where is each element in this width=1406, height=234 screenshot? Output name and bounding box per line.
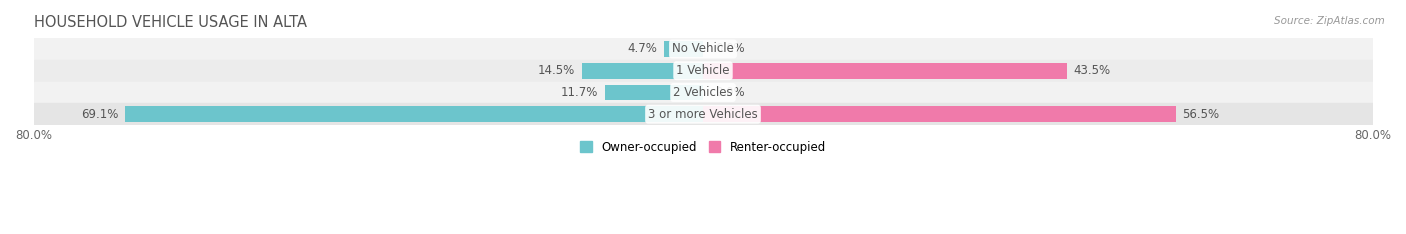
Bar xyxy=(125,106,703,122)
Text: 56.5%: 56.5% xyxy=(1182,108,1219,121)
Text: 14.5%: 14.5% xyxy=(537,64,575,77)
Text: HOUSEHOLD VEHICLE USAGE IN ALTA: HOUSEHOLD VEHICLE USAGE IN ALTA xyxy=(34,15,307,30)
Text: 69.1%: 69.1% xyxy=(80,108,118,121)
Bar xyxy=(34,60,1372,82)
Text: 2 Vehicles: 2 Vehicles xyxy=(673,86,733,99)
Text: No Vehicle: No Vehicle xyxy=(672,43,734,55)
Bar xyxy=(34,103,1372,125)
Bar xyxy=(34,82,1372,103)
Text: 43.5%: 43.5% xyxy=(1074,64,1111,77)
Text: 1 Vehicle: 1 Vehicle xyxy=(676,64,730,77)
Bar xyxy=(605,85,703,100)
Text: 4.7%: 4.7% xyxy=(627,43,657,55)
Bar xyxy=(703,63,1067,79)
Legend: Owner-occupied, Renter-occupied: Owner-occupied, Renter-occupied xyxy=(575,136,831,158)
Bar xyxy=(582,63,703,79)
Text: 0.0%: 0.0% xyxy=(716,43,745,55)
Text: 0.0%: 0.0% xyxy=(716,86,745,99)
Text: 3 or more Vehicles: 3 or more Vehicles xyxy=(648,108,758,121)
Text: 11.7%: 11.7% xyxy=(561,86,599,99)
Text: Source: ZipAtlas.com: Source: ZipAtlas.com xyxy=(1274,16,1385,26)
Bar xyxy=(34,38,1372,60)
Bar xyxy=(664,41,703,57)
Bar xyxy=(703,106,1175,122)
